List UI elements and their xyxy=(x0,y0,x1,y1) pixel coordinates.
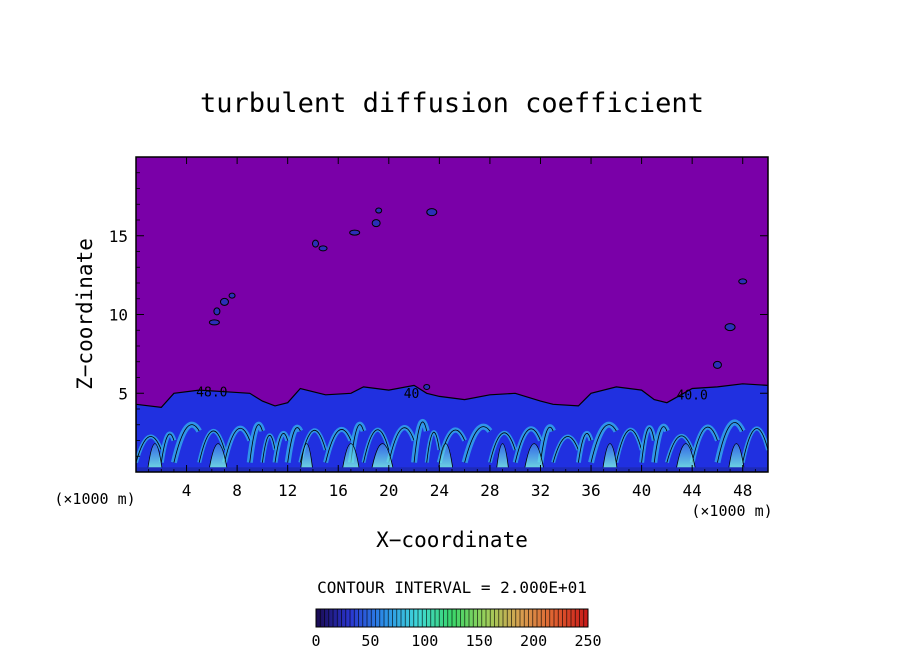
contour-line xyxy=(552,436,579,463)
contour-line xyxy=(666,435,693,463)
contour-line xyxy=(489,432,516,463)
contour-line xyxy=(249,424,263,463)
x-tick-label: 40 xyxy=(632,481,651,500)
contour-line xyxy=(198,430,225,463)
contour-line xyxy=(160,433,175,463)
turbulence-patch xyxy=(423,383,431,390)
contour-line xyxy=(641,427,655,463)
contour-line xyxy=(262,435,276,463)
x-tick-label: 24 xyxy=(430,481,449,500)
x-tick-label: 12 xyxy=(278,481,297,500)
turbulence-patch xyxy=(712,360,722,369)
y-tick-label: 10 xyxy=(109,306,128,325)
colorbar-tick-label: 0 xyxy=(311,632,320,650)
x-tick-label: 20 xyxy=(379,481,398,500)
contour-line xyxy=(287,427,301,463)
contour-line xyxy=(388,427,415,463)
turbulence-patch xyxy=(349,229,361,236)
turbulence-patch xyxy=(371,219,381,228)
turbulence-patch xyxy=(213,307,221,316)
x-tick-label: 28 xyxy=(480,481,499,500)
turbulence-patch xyxy=(311,239,319,248)
y-axis-label: Z−coordinate xyxy=(73,238,97,390)
colorbar-tick-label: 150 xyxy=(466,632,493,650)
contour-label: 40.0 xyxy=(677,389,708,404)
contour-labels: 48.0 40 40.0 xyxy=(196,385,708,403)
plot-area xyxy=(136,157,768,472)
colorbar-tick-label: 200 xyxy=(520,632,547,650)
contour-line xyxy=(742,428,768,463)
x-tick-label: 4 xyxy=(182,481,192,500)
contour-line xyxy=(615,429,642,463)
x-unit-left: (×1000 m) xyxy=(54,490,135,508)
x-tick-label: 16 xyxy=(329,481,348,500)
x-tick-label: 32 xyxy=(531,481,550,500)
colorbar: 0 50 100 150 200 250 xyxy=(311,608,602,650)
contour-label: 48.0 xyxy=(196,385,227,400)
turbulence-patch xyxy=(375,207,383,214)
contour-line xyxy=(653,426,668,463)
colorbar-bands xyxy=(319,609,585,627)
contour-line xyxy=(274,433,289,463)
contour-line xyxy=(464,426,491,463)
contour-line xyxy=(413,421,428,463)
x-tick-label: 8 xyxy=(232,481,242,500)
x-axis: 4 8 12 16 20 24 28 32 36 40 44 48 xyxy=(148,157,756,500)
contour-line xyxy=(514,428,541,463)
contour-line xyxy=(691,426,718,463)
turbulent-layer xyxy=(136,383,768,472)
contour-line xyxy=(325,429,352,463)
turbulence-patch xyxy=(318,245,328,252)
upper-turbulence-patches xyxy=(208,207,748,390)
contour-label: 40 xyxy=(404,387,420,402)
contour-line xyxy=(224,427,251,463)
contour-line xyxy=(363,429,390,463)
contour-line xyxy=(717,422,744,463)
turbulence-patch xyxy=(724,323,736,332)
turbulence-patch xyxy=(228,292,236,299)
turbulence-patch xyxy=(738,278,748,285)
colorbar-ticks: 0 50 100 150 200 250 xyxy=(311,632,601,650)
turbulence-patch xyxy=(208,319,220,326)
x-tick-label: 36 xyxy=(581,481,600,500)
x-axis-label: X−coordinate xyxy=(376,528,528,552)
contour-line xyxy=(590,424,617,463)
colorbar-tick-label: 250 xyxy=(574,632,601,650)
x-tick-label: 48 xyxy=(733,481,752,500)
contour-line xyxy=(426,431,440,463)
turbulence-patch xyxy=(426,208,438,217)
contour-line xyxy=(540,426,554,463)
colorbar-tick-label: 100 xyxy=(411,632,438,650)
chart-title: turbulent diffusion coefficient xyxy=(200,88,704,119)
turbulence-patch xyxy=(219,297,229,306)
x-tick-label: 44 xyxy=(683,481,702,500)
colorbar-tick-label: 50 xyxy=(361,632,379,650)
y-axis: 5 10 15 xyxy=(109,172,768,457)
contour-line xyxy=(578,433,592,463)
contour-line xyxy=(173,424,200,463)
y-tick-label: 15 xyxy=(109,227,128,246)
x-unit-right: (×1000 m) xyxy=(691,502,772,520)
y-tick-label: 5 xyxy=(118,384,128,403)
contour-interval-text: CONTOUR INTERVAL = 2.000E+01 xyxy=(317,578,587,597)
